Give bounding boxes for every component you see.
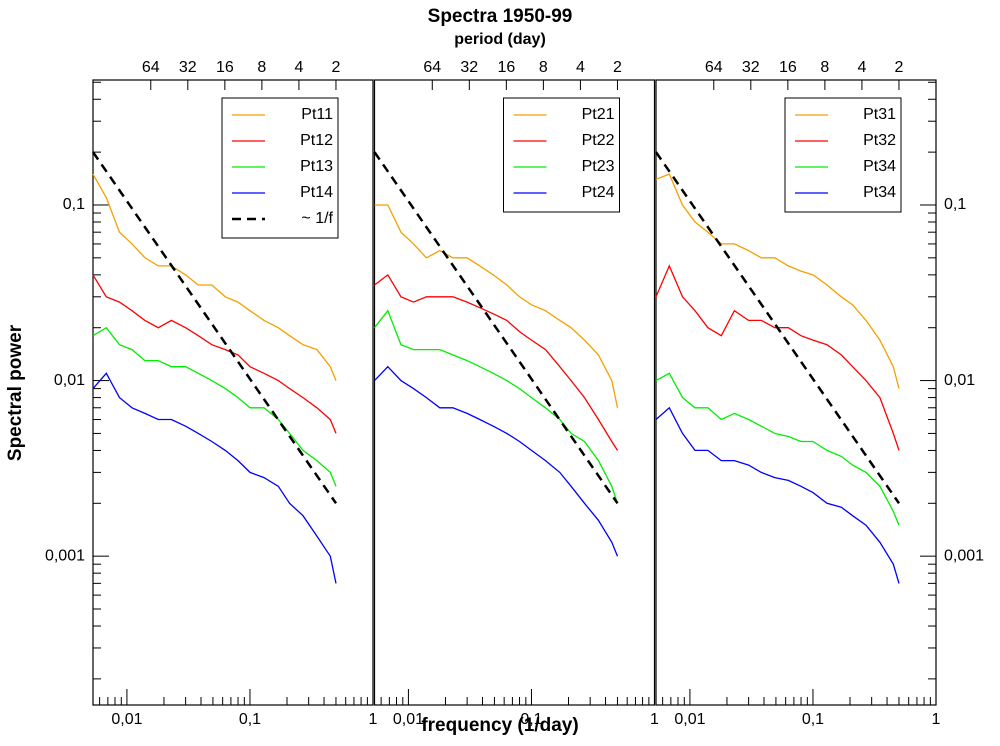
plot-frame (92, 79, 374, 706)
x-tick-label: 0,1 (520, 711, 542, 728)
top-tick-label: 32 (742, 59, 760, 76)
top-tick-label: 8 (539, 59, 548, 76)
x-tick-label: 0,1 (239, 711, 261, 728)
series-line (655, 173, 900, 389)
top-tick-label: 8 (257, 59, 266, 76)
x-tick-label: 1 (369, 711, 378, 728)
reference-line (373, 151, 619, 505)
series-line (92, 372, 337, 584)
x-tick-label: 0,1 (802, 711, 824, 728)
reference-line (91, 151, 338, 505)
y-tick-label: 0,1 (944, 196, 966, 213)
plot-frame (655, 79, 937, 706)
legend-label: ~ 1/f (301, 210, 333, 227)
legend-label: Pt34 (863, 184, 896, 201)
top-tick-label: 32 (179, 59, 197, 76)
top-tick-label: 16 (779, 59, 797, 76)
legend-label: Pt32 (863, 132, 896, 149)
legend-label: Pt14 (300, 184, 333, 201)
top-axis-label: period (day) (454, 31, 546, 48)
y-tick-label: 0,01 (944, 372, 975, 389)
series-line (92, 326, 337, 487)
y-tick-label: 0,001 (45, 547, 85, 564)
top-tick-label: 2 (332, 59, 341, 76)
series-line (374, 204, 619, 408)
y-tick-label: 0,001 (944, 547, 984, 564)
legend-label: Pt22 (582, 132, 615, 149)
x-axis-label: frequency (1/day) (421, 715, 578, 736)
x-tick-label: 0,01 (111, 711, 142, 728)
top-tick-label: 32 (460, 59, 478, 76)
top-tick-label: 16 (216, 59, 234, 76)
series-line (373, 309, 619, 504)
x-tick-label: 1 (650, 711, 659, 728)
x-tick-label: 0,01 (674, 711, 705, 728)
legend-label: Pt21 (582, 106, 615, 123)
legend-label: Pt34 (863, 158, 896, 175)
legend-box (221, 97, 339, 239)
series-line (92, 274, 337, 434)
top-tick-label: 4 (857, 59, 866, 76)
x-tick-label: 0,01 (393, 711, 424, 728)
legend-label: Pt23 (582, 158, 615, 175)
top-tick-label: 2 (613, 59, 622, 76)
series-line (655, 264, 900, 451)
top-tick-label: 16 (497, 59, 515, 76)
x-tick-label: 1 (932, 711, 941, 728)
series-line (374, 365, 619, 557)
y-tick-label: 0,01 (54, 372, 85, 389)
series-line (92, 173, 337, 381)
top-tick-label: 64 (142, 59, 160, 76)
top-tick-label: 2 (895, 59, 904, 76)
legend-label: Pt24 (582, 184, 615, 201)
top-tick-label: 4 (294, 59, 303, 76)
y-tick-label: 0,1 (63, 196, 85, 213)
series-line (374, 273, 619, 451)
title: Spectra 1950-99 (428, 6, 573, 27)
y-axis-label: Spectral power (5, 324, 26, 461)
legend-label: Pt11 (301, 106, 333, 123)
legend-label: Pt12 (300, 132, 333, 149)
legend-label: Pt13 (300, 158, 333, 175)
series-line (655, 372, 900, 526)
top-tick-label: 4 (576, 59, 585, 76)
legend-label: Pt31 (863, 106, 896, 123)
plot-frame (373, 79, 656, 706)
series-line (655, 406, 900, 584)
top-tick-label: 64 (705, 59, 723, 76)
reference-line (654, 151, 901, 505)
top-tick-label: 8 (820, 59, 829, 76)
top-tick-label: 64 (423, 59, 441, 76)
